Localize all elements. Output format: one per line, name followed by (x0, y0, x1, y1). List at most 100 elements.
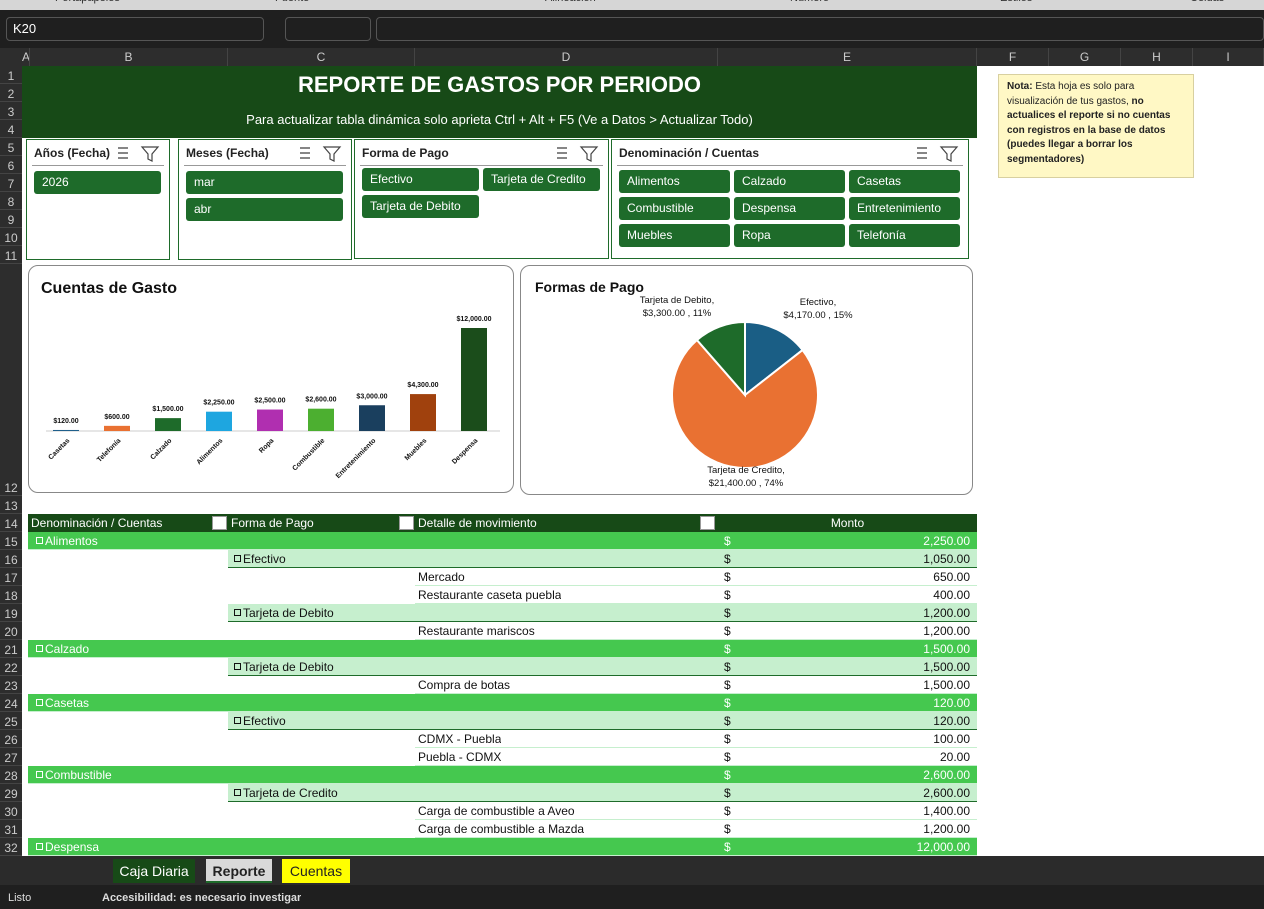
currency-symbol: $ (724, 588, 731, 602)
slicer-icons (300, 146, 342, 162)
row-label: Combustible (45, 768, 112, 782)
collapse-button[interactable] (36, 699, 43, 706)
slicer-button[interactable]: Calzado (734, 170, 845, 193)
slicer-button[interactable]: Despensa (734, 197, 845, 220)
note-text: Esta hoja es solo para visualización de … (1007, 81, 1135, 107)
row-label: Despensa (45, 840, 100, 854)
slicer-button[interactable]: Telefonía (849, 224, 960, 247)
column-header: A (22, 48, 30, 66)
x-tick-label: Muebles (404, 437, 429, 462)
row-label: Alimentos (45, 534, 98, 548)
row-label: Calzado (45, 642, 90, 656)
slicer-button[interactable]: Muebles (619, 224, 730, 247)
row-header: 21 (0, 640, 22, 658)
sheet-tab[interactable]: Reporte (206, 859, 272, 883)
currency-symbol: $ (724, 768, 731, 782)
collapse-button[interactable] (234, 555, 241, 562)
slicer-divider (360, 165, 603, 166)
amount: 1,200.00 (923, 606, 970, 620)
slicer-button[interactable]: Alimentos (619, 170, 730, 193)
name-box[interactable]: K20 (6, 17, 264, 41)
row-header: 10 (0, 228, 22, 246)
chart-title: Cuentas de Gasto (41, 280, 177, 297)
row-header: 1 (0, 66, 22, 84)
currency-symbol: $ (724, 534, 731, 548)
ribbon-group-label: Estilos (1000, 0, 1032, 7)
amount: 1,400.00 (923, 804, 970, 818)
row-header: 7 (0, 174, 22, 192)
collapse-button[interactable] (36, 771, 43, 778)
collapse-button[interactable] (234, 789, 241, 796)
row-header: 14 (0, 514, 22, 532)
slicer-button[interactable]: Entretenimiento (849, 197, 960, 220)
slicer-button[interactable]: Tarjeta de Credito (483, 168, 600, 191)
currency-symbol: $ (724, 606, 731, 620)
report-subtitle: Para actualizar tabla dinámica solo apri… (246, 112, 753, 127)
x-tick-label: Ropa (258, 437, 275, 454)
row-header: 22 (0, 658, 22, 676)
pie-chart: Formas de Pago Efectivo, $4,170.00 , 15% Ta… (535, 279, 853, 489)
row-header: 28 (0, 766, 22, 784)
row-header: 18 (0, 586, 22, 604)
sheet-tab[interactable]: Caja Diaria (113, 859, 195, 883)
collapse-button[interactable] (36, 645, 43, 652)
collapse-button[interactable] (234, 609, 241, 616)
table-row (415, 730, 977, 748)
filter-icon (579, 146, 599, 162)
currency-symbol: $ (724, 714, 731, 728)
sheet-tab[interactable]: Cuentas (282, 859, 350, 883)
column-header: H (1121, 48, 1193, 66)
amount: 1,050.00 (923, 552, 970, 566)
amount: 20.00 (939, 750, 970, 764)
row-header: 3 (0, 102, 22, 120)
slicer-button[interactable]: Tarjeta de Debito (362, 195, 479, 218)
collapse-button[interactable] (36, 843, 43, 850)
row-header: 29 (0, 784, 22, 802)
table-row (415, 568, 977, 586)
currency-symbol: $ (724, 552, 731, 566)
row-label: Efectivo (243, 714, 286, 728)
slicer-button[interactable]: mar (186, 171, 343, 194)
bar (461, 328, 487, 431)
filter-dropdown[interactable] (212, 516, 227, 530)
column-header-bar (0, 48, 1264, 66)
row-header: 9 (0, 210, 22, 228)
collapse-button[interactable] (234, 663, 241, 670)
row-header: 15 (0, 532, 22, 550)
chart-frame (28, 265, 514, 493)
slicer-button[interactable]: Ropa (734, 224, 845, 247)
collapse-button[interactable] (234, 717, 241, 724)
row-label: CDMX - Puebla (418, 732, 502, 746)
slicer-title: Años (Fecha) (34, 146, 111, 160)
slicer-button[interactable]: Casetas (849, 170, 960, 193)
row-header: 32 (0, 838, 22, 856)
table-row (228, 712, 977, 730)
function-buttons[interactable] (285, 17, 371, 41)
formula-input[interactable] (376, 17, 1264, 41)
data-label: $4,300.00 (407, 382, 438, 389)
filter-dropdown[interactable] (399, 516, 414, 530)
row-header: 23 (0, 676, 22, 694)
slicer-button[interactable]: 2026 (34, 171, 161, 194)
table-header: Detalle de movimiento (418, 516, 537, 530)
collapse-button[interactable] (36, 537, 43, 544)
row-header: 30 (0, 802, 22, 820)
row-label: Carga de combustible a Mazda (418, 822, 585, 836)
slicer-button[interactable]: abr (186, 198, 343, 221)
currency-symbol: $ (724, 696, 731, 710)
ribbon-group-label: Portapapeles (55, 0, 120, 7)
bar (53, 429, 79, 431)
ribbon-group-label: Número (790, 0, 829, 7)
filter-dropdown[interactable] (700, 516, 715, 530)
slicer-button[interactable]: Efectivo (362, 168, 479, 191)
slicer-icons (118, 146, 160, 162)
x-tick-label: Entretenimiento (335, 437, 378, 480)
currency-symbol: $ (724, 624, 731, 638)
slicer-button[interactable]: Combustible (619, 197, 730, 220)
data-label: $2,250.00 (203, 400, 234, 407)
report-title: REPORTE DE GASTOS POR PERIODO (298, 72, 701, 97)
ribbon-group-label: Fuente (275, 0, 309, 7)
column-header: E (718, 48, 977, 66)
currency-symbol: $ (724, 732, 731, 746)
row-header: 16 (0, 550, 22, 568)
